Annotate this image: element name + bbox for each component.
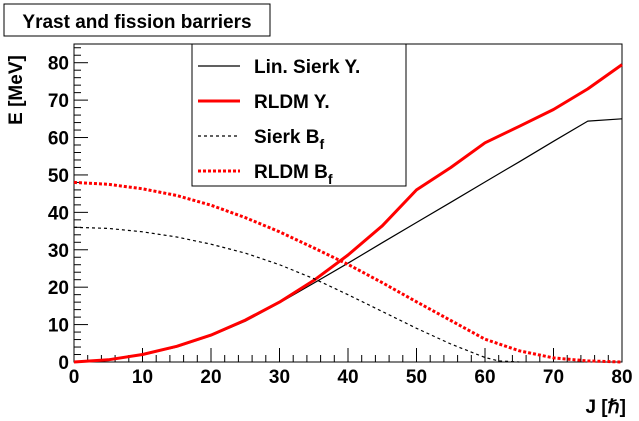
x-tick-label: 30	[269, 367, 290, 388]
series-line-rldm-y	[73, 63, 623, 364]
y-tick-label: 0	[58, 353, 69, 374]
chart-title: Yrast and fission barriers	[22, 12, 251, 33]
y-axis-label: E [MeV]	[6, 55, 27, 125]
x-tick-label: 60	[474, 367, 495, 388]
tick-labels: 0 10 20 30 40 50 60 70 80 0 10 20 30 40 50 60 70 80	[48, 54, 633, 388]
legend-subscript: f	[319, 136, 324, 152]
legend: Lin. Sierk Y. RLDM Y. Sierk Bf RLDM Bf	[191, 43, 407, 187]
y-tick-label: 40	[48, 203, 69, 224]
x-tick-label: 10	[132, 367, 153, 388]
y-tick-label: 60	[48, 129, 69, 150]
x-tick-label: 70	[543, 367, 564, 388]
legend-label-rldm-y: RLDM Y.	[254, 92, 330, 113]
y-tick-label: 80	[48, 54, 69, 75]
y-tick-label: 10	[48, 316, 69, 337]
x-axis-label: J [ℏ]	[585, 397, 626, 418]
y-tick-label: 70	[48, 91, 69, 112]
series-line-rldm-bf	[73, 180, 623, 364]
series-line-sierk-bf	[73, 226, 520, 363]
x-tick-label: 50	[406, 367, 427, 388]
x-tick-label: 20	[200, 367, 221, 388]
x-tick-label: 80	[611, 367, 632, 388]
y-tick-label: 20	[48, 278, 69, 299]
legend-label-rldm-bf: RLDM Bf	[254, 162, 333, 187]
y-tick-label: 50	[48, 166, 69, 187]
legend-subscript: f	[328, 171, 333, 187]
series-lines	[73, 63, 623, 364]
legend-label-sierk-bf: Sierk Bf	[254, 127, 324, 152]
x-tick-label: 0	[69, 367, 80, 388]
legend-label-lin-sierk-y: Lin. Sierk Y.	[254, 57, 360, 78]
y-tick-label: 30	[48, 241, 69, 262]
title-box: Yrast and fission barriers	[3, 3, 271, 37]
x-tick-label: 40	[337, 367, 358, 388]
